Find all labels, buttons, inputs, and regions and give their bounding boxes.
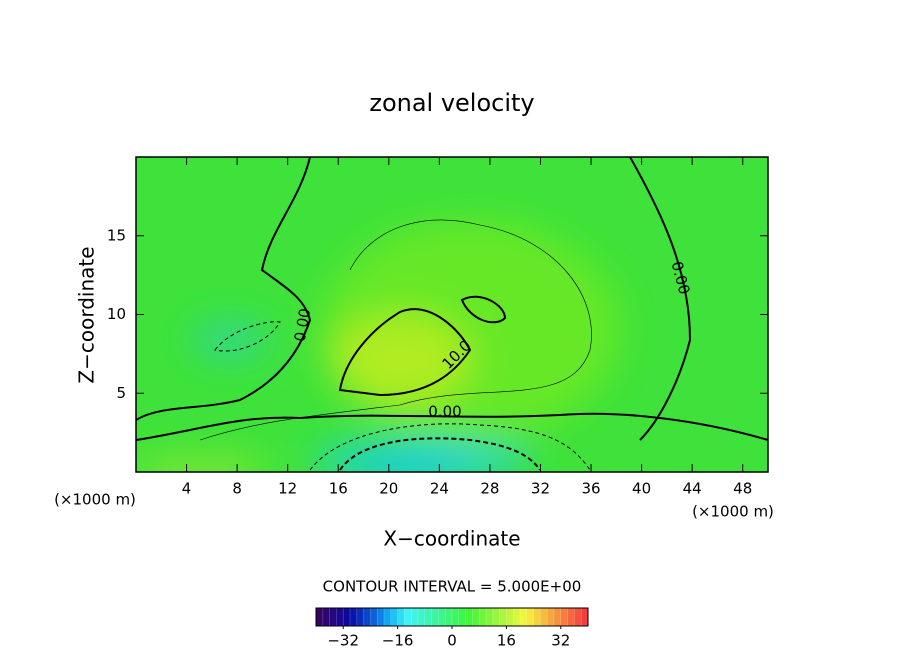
colorbar-cell [512,607,521,627]
colorbar-cell [336,607,344,627]
colorbar-cell [342,607,351,627]
x-tick-label: 8 [232,480,242,498]
colorbar-cell [499,607,508,627]
colorbar-cell [315,607,324,627]
x-tick-label: 40 [632,480,651,498]
contour-interval: CONTOUR INTERVAL = 5.000E+00 [323,578,582,596]
y-tick-label: 10 [107,305,126,323]
x-tick-label: 20 [379,480,398,498]
colorbar-cell [370,607,378,627]
colorbar-tick-label: 32 [551,632,570,650]
chart-title: zonal velocity [369,89,534,117]
x-tick-label: 4 [182,480,192,498]
colorbar-cell [410,607,419,627]
colorbar-cell [553,607,562,627]
x-axis-label: X−coordinate [383,527,520,551]
x-tick-label: 36 [581,480,600,498]
colorbar-cell [574,607,582,627]
x-tick-label: 16 [329,480,348,498]
colorbar-tick-label: 0 [447,632,457,650]
colorbar-cell [465,607,474,627]
colorbar-cell [567,607,576,627]
colorbar-cell [540,607,548,627]
colorbar-tick-label: 16 [497,632,516,650]
y-tick-label: 5 [116,384,126,402]
contour-label: 0.00 [291,307,315,343]
x-tick-label: 24 [430,480,449,498]
colorbar-cell [492,607,501,627]
colorbar-cell [485,607,494,627]
colorbar-cell [404,607,412,627]
x-tick-label: 28 [480,480,499,498]
colorbar-cell [546,607,555,627]
x-unit-label: (×1000 m) [692,503,774,521]
colorbar-cell [363,607,372,627]
colorbar-cell [417,607,426,627]
x-tick-label: 32 [531,480,550,498]
colorbar-tick-label: −32 [327,632,359,650]
colorbar-cell [397,607,406,627]
colorbar-cell [390,607,399,627]
colorbar-cell [438,607,446,627]
x-tick-label: 48 [733,480,752,498]
y-tick-label: 15 [107,226,126,244]
colorbar-cell [383,607,392,627]
colorbar-cell [580,607,589,627]
colorbar-cell [349,607,358,627]
colorbar-cell [451,607,460,627]
colorbar-cell [424,607,433,627]
colorbar-cell [478,607,487,627]
colorbar-cell [329,607,338,627]
colorbar-tick-label: −16 [382,632,414,650]
colorbar-cell [533,607,542,627]
colorbar-cell [472,607,480,627]
colorbar-cell [519,607,528,627]
y-axis-label: Z−coordinate [75,246,99,383]
x-tick-label: 12 [278,480,297,498]
colorbar-cell [560,607,569,627]
colorbar-cell [356,607,365,627]
colorbar-cell [376,607,385,627]
colorbar-cell [444,607,453,627]
colorbar-cell [458,607,467,627]
colorbar-cell [506,607,514,627]
contour-label: 0.00 [428,403,461,421]
colorbar-cell [322,607,331,627]
x-tick-label: 44 [683,480,702,498]
x-unit-label: (×1000 m) [54,491,136,509]
contour-field [136,157,768,472]
colorbar-cell [431,607,440,627]
colorbar-cell [526,607,535,627]
